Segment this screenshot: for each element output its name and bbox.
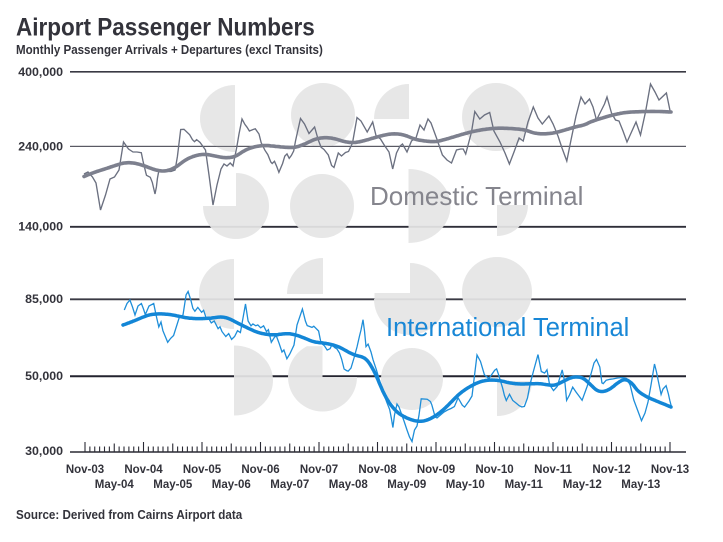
svg-text:Nov-12: Nov-12 bbox=[592, 464, 630, 476]
svg-text:140,000: 140,000 bbox=[18, 220, 63, 234]
svg-text:International Terminal: International Terminal bbox=[386, 314, 629, 342]
svg-text:50,000: 50,000 bbox=[25, 369, 63, 383]
svg-text:Nov-09: Nov-09 bbox=[417, 464, 455, 476]
svg-text:Nov-04: Nov-04 bbox=[124, 464, 163, 476]
svg-text:30,000: 30,000 bbox=[25, 444, 63, 458]
svg-text:May-08: May-08 bbox=[329, 479, 369, 491]
svg-text:Nov-06: Nov-06 bbox=[241, 464, 279, 476]
svg-text:May-10: May-10 bbox=[446, 479, 485, 491]
svg-text:Nov-05: Nov-05 bbox=[183, 464, 222, 476]
svg-text:May-06: May-06 bbox=[212, 479, 251, 491]
svg-text:Domestic Terminal: Domestic Terminal bbox=[370, 181, 583, 211]
svg-text:85,000: 85,000 bbox=[25, 292, 63, 306]
svg-text:May-09: May-09 bbox=[387, 479, 426, 491]
svg-text:Nov-07: Nov-07 bbox=[300, 464, 338, 476]
svg-text:May-11: May-11 bbox=[505, 479, 544, 491]
svg-text:Nov-03: Nov-03 bbox=[66, 464, 104, 476]
svg-text:400,000: 400,000 bbox=[18, 65, 63, 79]
svg-text:240,000: 240,000 bbox=[18, 139, 63, 153]
svg-text:Nov-08: Nov-08 bbox=[358, 464, 397, 476]
svg-text:Nov-13: Nov-13 bbox=[651, 464, 689, 476]
svg-text:Nov-10: Nov-10 bbox=[475, 464, 513, 476]
svg-text:Nov-11: Nov-11 bbox=[534, 464, 572, 476]
svg-text:Source: Derived from Cairns Ai: Source: Derived from Cairns Airport data bbox=[16, 508, 242, 522]
svg-text:May-07: May-07 bbox=[270, 479, 309, 491]
svg-text:May-13: May-13 bbox=[621, 479, 660, 491]
svg-text:May-04: May-04 bbox=[95, 479, 135, 491]
svg-text:May-05: May-05 bbox=[153, 479, 193, 491]
svg-text:Monthly Passenger Arrivals + D: Monthly Passenger Arrivals + Departures … bbox=[16, 43, 323, 58]
svg-text:May-12: May-12 bbox=[563, 479, 602, 491]
svg-text:Airport Passenger Numbers: Airport Passenger Numbers bbox=[16, 14, 315, 41]
